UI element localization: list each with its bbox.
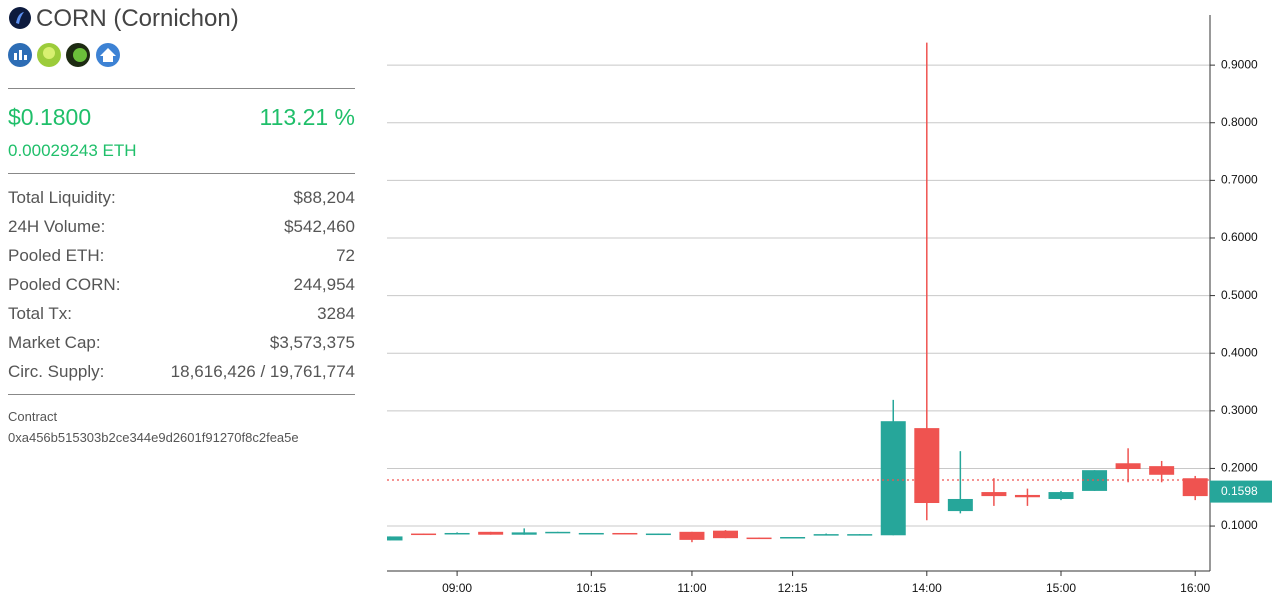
candle-body bbox=[578, 532, 604, 535]
candle-body bbox=[1082, 470, 1108, 491]
candle-body bbox=[880, 421, 906, 536]
candle-body bbox=[444, 532, 470, 535]
stat-row: 24H Volume: $542,460 bbox=[8, 217, 355, 237]
candle-body bbox=[746, 537, 772, 540]
stat-value: 244,954 bbox=[293, 275, 355, 294]
last-value-box bbox=[1210, 480, 1272, 503]
candle-body bbox=[813, 534, 839, 536]
x-tick-label: 15:00 bbox=[1046, 581, 1076, 595]
contract-address[interactable]: 0xa456b515303b2ce344e9d2601f91270f8c2fea… bbox=[8, 430, 299, 445]
y-tick-label: 0.9000 bbox=[1221, 57, 1258, 71]
info-panel: CORN (Cornichon) $0.1800 113.21 % 0.0002… bbox=[0, 0, 360, 604]
link-icons bbox=[8, 43, 120, 67]
stat-label: Pooled CORN: bbox=[8, 275, 121, 294]
stat-label: 24H Volume: bbox=[8, 217, 106, 236]
stat-value: 18,616,426 / 19,761,774 bbox=[170, 362, 355, 381]
stat-value: $88,204 bbox=[293, 188, 355, 207]
stat-row: Market Cap: $3,573,375 bbox=[8, 333, 355, 353]
divider bbox=[8, 173, 355, 174]
candle-body bbox=[780, 537, 806, 539]
stat-row: Circ. Supply: 18,616,426 / 19,761,774 bbox=[8, 362, 355, 382]
stat-value: $3,573,375 bbox=[269, 333, 355, 352]
candle-body bbox=[679, 531, 705, 540]
x-tick-label: 11:00 bbox=[677, 581, 706, 595]
candle-body bbox=[478, 531, 504, 535]
candle-body bbox=[713, 530, 738, 539]
candle-body bbox=[847, 534, 873, 536]
x-tick-label: 09:00 bbox=[442, 581, 472, 595]
candle-body bbox=[1048, 492, 1074, 499]
stat-label: Total Tx: bbox=[8, 304, 72, 323]
y-tick-label: 0.2000 bbox=[1221, 461, 1258, 475]
candle-body bbox=[981, 492, 1007, 497]
candle-body bbox=[387, 536, 403, 541]
y-tick-label: 0.8000 bbox=[1221, 115, 1258, 129]
stat-value: 72 bbox=[336, 246, 355, 265]
candle-body bbox=[1182, 478, 1208, 497]
last-value-label: 0.1598 bbox=[1221, 484, 1258, 498]
candle-body bbox=[545, 531, 571, 534]
x-tick-label: 14:00 bbox=[912, 581, 942, 595]
contract-label: Contract bbox=[8, 409, 58, 424]
stat-label: Pooled ETH: bbox=[8, 246, 105, 265]
candle-body bbox=[1149, 466, 1175, 475]
divider bbox=[8, 394, 355, 395]
candle-body bbox=[511, 532, 537, 535]
divider bbox=[8, 88, 355, 89]
stat-label: Total Liquidity: bbox=[8, 188, 116, 207]
candle-body bbox=[914, 428, 940, 504]
y-tick-label: 0.6000 bbox=[1221, 230, 1258, 244]
candles bbox=[387, 42, 1208, 543]
stat-value: $542,460 bbox=[284, 217, 355, 236]
token-icon bbox=[9, 7, 31, 29]
y-tick-label: 0.5000 bbox=[1221, 288, 1258, 302]
candle-body bbox=[947, 498, 973, 512]
stat-row: Pooled ETH: 72 bbox=[8, 246, 355, 266]
x-tick-label: 10:15 bbox=[576, 581, 606, 595]
candle-body bbox=[411, 533, 437, 536]
stat-value: 3284 bbox=[317, 304, 355, 323]
stat-label: Market Cap: bbox=[8, 333, 101, 352]
x-tick-label: 16:00 bbox=[1180, 581, 1210, 595]
y-tick-label: 0.1000 bbox=[1221, 518, 1258, 532]
token-title: CORN (Cornichon) bbox=[36, 5, 239, 32]
stat-row: Pooled CORN: 244,954 bbox=[8, 275, 355, 295]
x-tick-label: 12:15 bbox=[778, 581, 808, 595]
price-usd: $0.1800 bbox=[8, 104, 92, 130]
y-tick-label: 0.4000 bbox=[1221, 345, 1258, 359]
stat-label: Circ. Supply: bbox=[8, 362, 105, 381]
candle-body bbox=[612, 532, 638, 535]
candle-body bbox=[1014, 494, 1040, 498]
price-eth: 0.00029243 ETH bbox=[8, 141, 137, 160]
candle-body bbox=[645, 533, 671, 536]
price-change: 113.21 % bbox=[259, 104, 355, 130]
y-tick-label: 0.3000 bbox=[1221, 403, 1258, 417]
stat-row: Total Tx: 3284 bbox=[8, 304, 355, 324]
candle-body bbox=[1115, 463, 1141, 470]
y-tick-label: 0.7000 bbox=[1221, 173, 1258, 187]
stat-row: Total Liquidity: $88,204 bbox=[8, 188, 355, 208]
